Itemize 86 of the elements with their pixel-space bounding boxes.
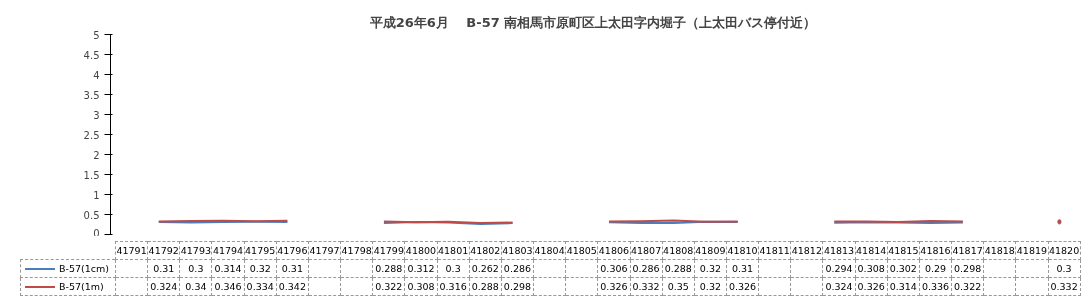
data-label: 0.308 <box>404 277 438 296</box>
x-tick-label: 41796 <box>276 241 309 260</box>
data-label: 0.32 <box>694 259 727 278</box>
data-label: 0.308 <box>855 259 888 278</box>
data-label: 0.324 <box>147 277 180 296</box>
x-tick-label: 41808 <box>662 241 695 260</box>
x-tick-label: 41818 <box>983 241 1016 260</box>
x-tick-label: 41809 <box>694 241 727 260</box>
data-label: 0.322 <box>951 277 984 296</box>
data-label: 0.288 <box>469 277 502 296</box>
x-tick-label: 41819 <box>1015 241 1049 260</box>
data-label: 0.34 <box>179 277 212 296</box>
x-tick-label: 41814 <box>855 241 888 260</box>
data-label: 0.32 <box>244 259 277 278</box>
x-tick-label: 41820 <box>1048 241 1081 260</box>
x-tick-label: 41815 <box>887 241 920 260</box>
data-label: 0.288 <box>372 259 405 278</box>
data-label: 0.3 <box>179 259 212 278</box>
x-tick-label: 41816 <box>919 241 952 260</box>
y-tick-label: 2 <box>93 149 100 161</box>
data-label: 0.312 <box>404 259 438 278</box>
x-tick-label: 41795 <box>244 241 277 260</box>
data-label: 0.32 <box>694 277 727 296</box>
y-tick-label: 4.5 <box>83 49 100 61</box>
data-label: 0.286 <box>501 259 534 278</box>
x-tick-label: 41799 <box>372 241 405 260</box>
data-label: 0.324 <box>822 277 856 296</box>
x-tick-label: 41800 <box>404 241 438 260</box>
x-tick-label: 41810 <box>726 241 759 260</box>
x-tick-label: 41805 <box>565 241 598 260</box>
y-tick-label: 4 <box>93 69 100 81</box>
chart-title: 平成26年6月 B-57 南相馬市原町区上太田字内堀子（上太田バス停付近） <box>368 14 817 30</box>
x-tick-label: 41817 <box>951 241 984 260</box>
x-tick-label: 41803 <box>501 241 534 260</box>
x-tick-label: 41813 <box>822 241 856 260</box>
data-label: 0.314 <box>887 277 920 296</box>
data-label: 0.326 <box>597 277 630 296</box>
x-tick-label: 41802 <box>469 241 502 260</box>
data-label: 0.3 <box>437 259 470 278</box>
x-tick-label: 41807 <box>630 241 663 260</box>
legend-label: B-57(1cm) <box>20 259 116 278</box>
data-label: 0.332 <box>1048 277 1081 296</box>
y-tick-label: 1 <box>93 189 100 201</box>
data-label: 0.326 <box>855 277 888 296</box>
data-label: 0.288 <box>662 259 695 278</box>
data-label: 0.298 <box>951 259 984 278</box>
data-label: 0.316 <box>437 277 470 296</box>
x-tick-label: 41806 <box>597 241 630 260</box>
data-label: 0.262 <box>469 259 502 278</box>
data-label: 0.35 <box>662 277 695 296</box>
data-label: 0.332 <box>630 277 663 296</box>
y-tick-label: 1.5 <box>83 169 100 181</box>
x-tick-label: 41793 <box>179 241 212 260</box>
data-label: 0.334 <box>244 277 277 296</box>
data-label: 0.31 <box>147 259 180 278</box>
data-label: 0.298 <box>501 277 534 296</box>
x-tick-label: 41791 <box>115 241 148 260</box>
data-label: 0.31 <box>276 259 309 278</box>
data-label: 0.302 <box>887 259 920 278</box>
y-tick-label: 5 <box>93 29 100 41</box>
y-tick-label: 3 <box>93 109 100 121</box>
x-tick-label: 41792 <box>147 241 180 260</box>
legend-label: B-57(1m) <box>20 277 116 296</box>
data-label: 0.314 <box>211 259 245 278</box>
y-tick-label: 0.5 <box>83 209 100 221</box>
data-label: 0.326 <box>726 277 759 296</box>
data-label: 0.29 <box>919 259 952 278</box>
y-tick-label: 2.5 <box>83 129 100 141</box>
y-tick-label: 3.5 <box>83 89 100 101</box>
x-tick-label: 41797 <box>308 241 341 260</box>
data-label: 0.346 <box>211 277 245 296</box>
x-tick-label: 41798 <box>340 241 373 260</box>
data-label: 0.294 <box>822 259 856 278</box>
x-tick-label: 41811 <box>758 241 791 260</box>
data-label: 0.336 <box>919 277 952 296</box>
x-tick-label: 41812 <box>790 241 823 260</box>
data-label: 0.286 <box>630 259 663 278</box>
data-label: 0.306 <box>597 259 630 278</box>
y-tick-label: 0 <box>93 227 100 239</box>
data-label: 0.342 <box>276 277 309 296</box>
x-tick-label: 41804 <box>533 241 566 260</box>
data-label: 0.322 <box>372 277 405 296</box>
x-tick-label: 41794 <box>211 241 245 260</box>
data-label: 0.3 <box>1048 259 1081 278</box>
data-label: 0.31 <box>726 259 759 278</box>
x-tick-label: 41801 <box>437 241 470 260</box>
